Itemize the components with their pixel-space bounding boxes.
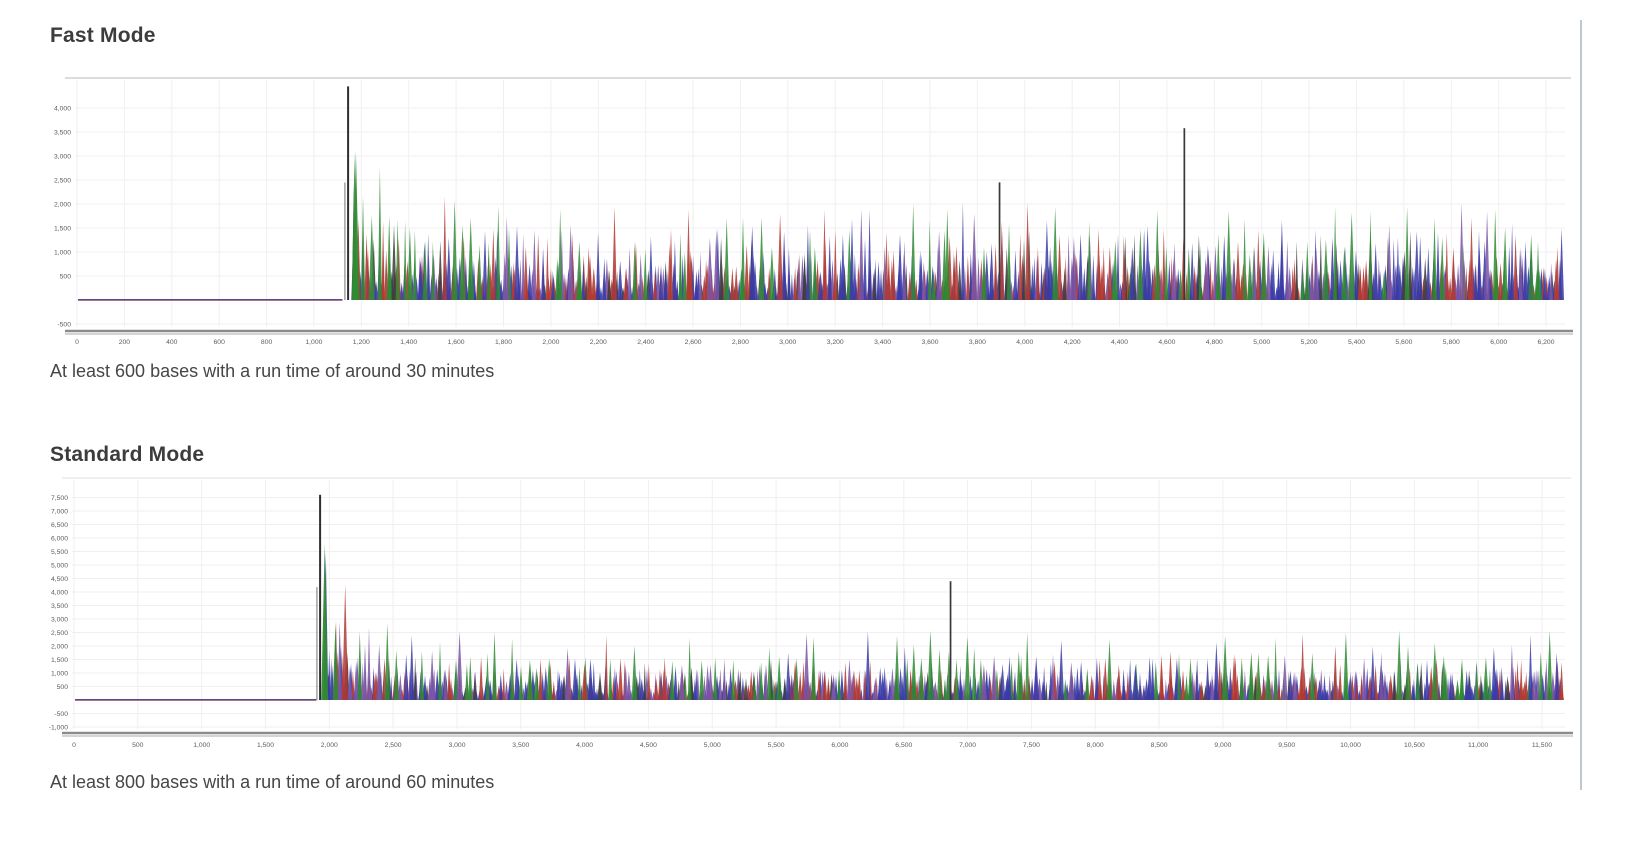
svg-text:11,500: 11,500: [1532, 742, 1553, 749]
svg-text:3,600: 3,600: [921, 339, 938, 346]
svg-text:4,000: 4,000: [51, 589, 68, 596]
svg-text:4,500: 4,500: [51, 576, 68, 583]
svg-text:6,000: 6,000: [1490, 339, 1507, 346]
svg-text:400: 400: [166, 339, 178, 346]
svg-text:1,200: 1,200: [353, 339, 370, 346]
svg-text:2,000: 2,000: [51, 643, 68, 650]
svg-text:3,500: 3,500: [51, 603, 68, 610]
standard-mode-caption: At least 800 bases with a run time of ar…: [50, 772, 495, 792]
svg-text:3,000: 3,000: [54, 153, 71, 160]
svg-text:2,000: 2,000: [542, 339, 559, 346]
svg-text:5,200: 5,200: [1301, 339, 1318, 346]
svg-text:5,600: 5,600: [1395, 339, 1412, 346]
svg-text:2,000: 2,000: [321, 742, 338, 749]
svg-text:2,600: 2,600: [685, 339, 702, 346]
svg-text:4,000: 4,000: [1016, 339, 1033, 346]
svg-text:5,000: 5,000: [1253, 339, 1270, 346]
svg-text:1,000: 1,000: [51, 670, 68, 677]
svg-text:3,500: 3,500: [54, 129, 71, 136]
svg-text:4,500: 4,500: [640, 742, 657, 749]
svg-text:2,200: 2,200: [590, 339, 607, 346]
standard-mode-title: Standard Mode: [50, 443, 205, 466]
svg-text:-1,000: -1,000: [49, 724, 68, 731]
svg-text:3,000: 3,000: [779, 339, 796, 346]
svg-text:7,500: 7,500: [1023, 742, 1040, 749]
svg-text:0: 0: [75, 339, 79, 346]
svg-text:3,000: 3,000: [51, 616, 68, 623]
svg-text:5,000: 5,000: [51, 562, 68, 569]
svg-text:6,500: 6,500: [895, 742, 912, 749]
svg-text:3,400: 3,400: [874, 339, 891, 346]
fast-mode-title: Fast Mode: [50, 24, 156, 47]
svg-text:1,500: 1,500: [54, 225, 71, 232]
svg-text:2,000: 2,000: [54, 201, 71, 208]
svg-text:500: 500: [60, 273, 72, 280]
svg-text:5,000: 5,000: [704, 742, 721, 749]
svg-text:4,000: 4,000: [54, 105, 71, 112]
svg-text:8,500: 8,500: [1151, 742, 1168, 749]
svg-text:2,400: 2,400: [637, 339, 654, 346]
svg-text:4,600: 4,600: [1158, 339, 1175, 346]
svg-text:2,800: 2,800: [732, 339, 749, 346]
svg-text:1,000: 1,000: [54, 249, 71, 256]
svg-text:10,000: 10,000: [1340, 742, 1361, 749]
svg-text:3,500: 3,500: [512, 742, 529, 749]
svg-text:600: 600: [214, 339, 226, 346]
svg-text:6,000: 6,000: [51, 535, 68, 542]
svg-text:7,500: 7,500: [51, 495, 68, 502]
svg-text:8,000: 8,000: [1087, 742, 1104, 749]
svg-text:1,000: 1,000: [305, 339, 322, 346]
svg-text:10,500: 10,500: [1404, 742, 1425, 749]
svg-text:11,000: 11,000: [1468, 742, 1489, 749]
svg-text:3,800: 3,800: [969, 339, 986, 346]
svg-text:6,200: 6,200: [1537, 339, 1554, 346]
svg-text:1,600: 1,600: [448, 339, 465, 346]
svg-text:2,500: 2,500: [54, 177, 71, 184]
svg-text:4,400: 4,400: [1111, 339, 1128, 346]
svg-text:4,800: 4,800: [1206, 339, 1223, 346]
svg-text:1,500: 1,500: [257, 742, 274, 749]
svg-text:500: 500: [132, 742, 144, 749]
svg-text:2,500: 2,500: [51, 630, 68, 637]
standard-mode-electropherogram-chart: 7,500 7,000 6,500 6,000 5,500 5,000 4,500 4,000…: [49, 477, 1573, 749]
svg-text:7,000: 7,000: [959, 742, 976, 749]
svg-text:1,800: 1,800: [495, 339, 512, 346]
svg-text:9,000: 9,000: [1214, 742, 1231, 749]
svg-text:6,500: 6,500: [51, 522, 68, 529]
svg-text:200: 200: [119, 339, 131, 346]
panel-right-border: [1580, 20, 1582, 790]
svg-text:0: 0: [72, 742, 76, 749]
svg-text:1,400: 1,400: [400, 339, 417, 346]
svg-text:4,000: 4,000: [576, 742, 593, 749]
svg-text:1,000: 1,000: [193, 742, 210, 749]
svg-text:3,000: 3,000: [448, 742, 465, 749]
svg-text:500: 500: [57, 684, 69, 691]
svg-text:-500: -500: [57, 321, 71, 328]
svg-text:2,500: 2,500: [385, 742, 402, 749]
svg-text:7,000: 7,000: [51, 508, 68, 515]
svg-text:6,000: 6,000: [831, 742, 848, 749]
svg-text:3,200: 3,200: [827, 339, 844, 346]
svg-text:800: 800: [261, 339, 273, 346]
svg-text:9,500: 9,500: [1278, 742, 1295, 749]
svg-text:-500: -500: [54, 711, 68, 718]
svg-text:5,400: 5,400: [1348, 339, 1365, 346]
svg-text:5,500: 5,500: [51, 549, 68, 556]
fast-mode-caption: At least 600 bases with a run time of ar…: [50, 361, 495, 381]
fast-mode-electropherogram-chart: 4,000 3,500 3,000 2,500 2,000 1,500 1,000 500 -5…: [54, 77, 1573, 346]
svg-text:4,200: 4,200: [1064, 339, 1081, 346]
svg-text:1,500: 1,500: [51, 657, 68, 664]
svg-text:5,800: 5,800: [1443, 339, 1460, 346]
svg-text:5,500: 5,500: [768, 742, 785, 749]
